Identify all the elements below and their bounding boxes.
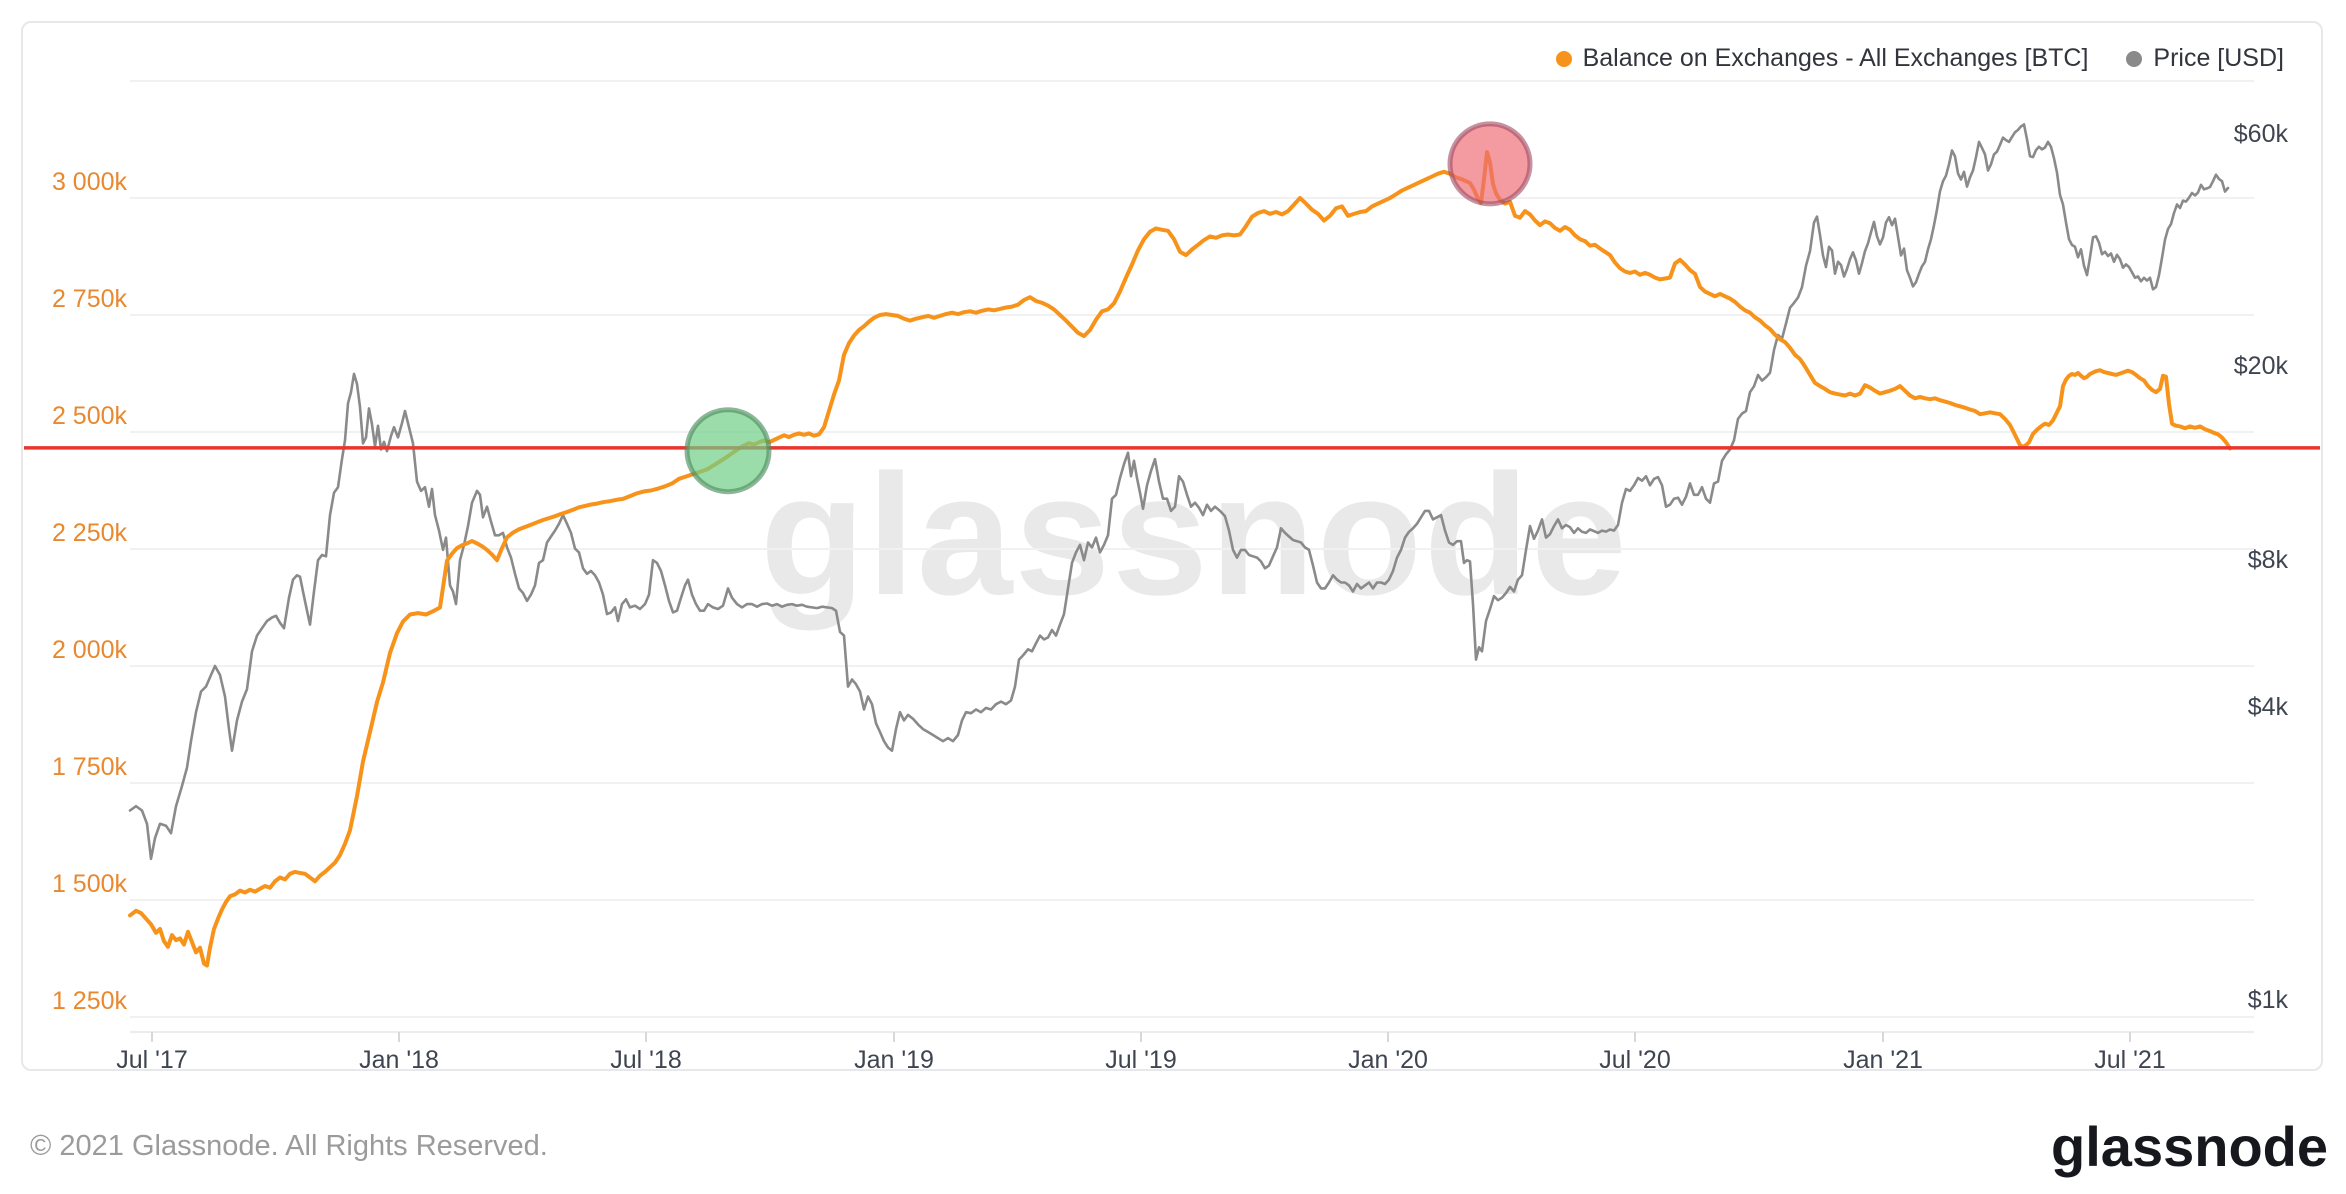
copyright-text: © 2021 Glassnode. All Rights Reserved. [30, 1130, 548, 1162]
balance-line [128, 150, 2232, 968]
y-right-label: $4k [2247, 692, 2288, 721]
legend-label-price: Price [USD] [2153, 44, 2284, 72]
y-left-label: 2 000k [51, 636, 127, 664]
y-right-label: $8k [2247, 546, 2288, 575]
x-axis-label: Jul '21 [2094, 1046, 2166, 1074]
legend-item-price[interactable]: Price [USD] [2126, 44, 2284, 73]
chart-legend: Balance on Exchanges - All Exchanges [BT… [1555, 44, 2284, 73]
x-axis-label: Jul '19 [1105, 1046, 1177, 1074]
glassnode-logo: glassnode [2051, 1115, 2328, 1178]
y-left-label: 2 750k [51, 285, 127, 313]
x-axis-label: Jan '19 [854, 1046, 934, 1074]
x-axis-label: Jan '21 [1843, 1046, 1923, 1074]
x-axis-label: Jul '20 [1599, 1046, 1671, 1074]
y-right-label: $1k [2247, 986, 2288, 1014]
y-left-label: 3 000k [51, 168, 127, 196]
price-line [128, 123, 2230, 861]
red-circle-annotation [1447, 121, 1533, 207]
y-left-label: 1 750k [51, 753, 127, 781]
y-right-label: $20k [2233, 352, 2288, 381]
price-series-dot-icon [2126, 50, 2143, 67]
balance-series-dot-icon [1555, 50, 1572, 67]
y-left-label: 2 250k [51, 519, 127, 547]
y-right-label: $60k [2233, 120, 2288, 149]
y-left-label: 1 500k [51, 870, 127, 898]
x-axis-label: Jan '18 [359, 1046, 439, 1074]
legend-item-balance[interactable]: Balance on Exchanges - All Exchanges [BT… [1555, 44, 2089, 73]
x-axis-label: Jan '20 [1348, 1046, 1428, 1074]
green-circle-annotation [684, 407, 772, 495]
y-left-label: 2 500k [51, 402, 127, 430]
legend-label-balance: Balance on Exchanges - All Exchanges [BT… [1582, 44, 2089, 72]
glassnode-watermark: glassnode [760, 439, 1629, 631]
y-left-label: 1 250k [51, 987, 127, 1015]
x-axis-label: Jul '17 [116, 1046, 188, 1074]
x-axis-label: Jul '18 [610, 1046, 682, 1074]
